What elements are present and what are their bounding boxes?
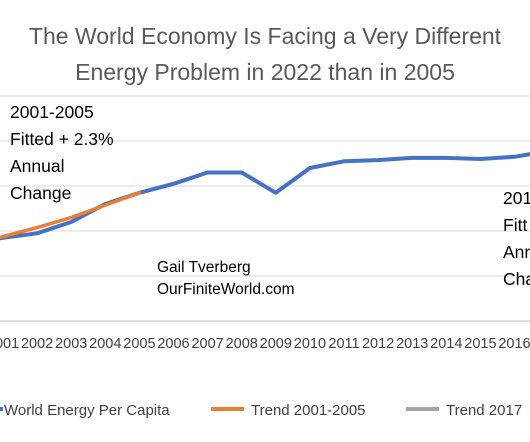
x-tick-label: 2008 xyxy=(226,336,258,352)
series-line-0 xyxy=(0,152,530,241)
x-tick-label: 2015 xyxy=(464,336,496,352)
x-tick-label: 2006 xyxy=(157,336,189,352)
x-tick-label: 2009 xyxy=(260,336,292,352)
x-tick-label: 2011 xyxy=(328,336,359,352)
fit-label-left-line: 2001-2005 xyxy=(10,102,94,122)
x-axis-tick-labels: 2001200220032004200520062007200820092010… xyxy=(0,336,530,352)
x-tick-label: 2012 xyxy=(362,336,394,352)
gridlines xyxy=(0,95,530,322)
fit-label-left-line: Change xyxy=(10,183,71,203)
fit-label-right-line: Fitt xyxy=(503,215,527,235)
x-tick-label: 2004 xyxy=(89,336,121,352)
legend-label: Trend 2001-2005 xyxy=(251,402,366,419)
fit-label-right-line: Cha xyxy=(503,269,530,289)
x-tick-label: 2014 xyxy=(430,336,462,352)
fit-label-left-line: Fitted + 2.3% xyxy=(10,129,114,149)
x-tick-label: 2001 xyxy=(0,336,19,352)
series-line-1 xyxy=(0,191,142,240)
chart-title-line-1: The World Economy Is Facing a Very Diffe… xyxy=(29,23,502,49)
plot-series xyxy=(0,152,530,241)
annotations: 2001-2005 Fitted + 2.3% Annual Change 201 Fit… xyxy=(10,102,530,298)
fit-label-left-line: Annual xyxy=(10,156,65,176)
x-tick-label: 2016 xyxy=(498,336,530,352)
fit-label-right-line: Ann xyxy=(503,242,530,262)
legend: World Energy Per Capita Trend 2001-2005 Tr… xyxy=(0,402,522,419)
x-tick-label: 2013 xyxy=(396,336,428,352)
chart-title-line-2: Energy Problem in 2022 than in 2005 xyxy=(75,59,455,85)
credit-line: OurFiniteWorld.com xyxy=(157,281,295,298)
credit-line: Gail Tverberg xyxy=(157,259,251,276)
legend-label: Trend 2017 xyxy=(446,402,522,419)
x-tick-label: 2005 xyxy=(123,336,155,352)
x-tick-label: 2003 xyxy=(55,336,87,352)
legend-label: World Energy Per Capita xyxy=(4,402,170,419)
x-tick-label: 2010 xyxy=(294,336,326,352)
x-tick-label: 2002 xyxy=(21,336,53,352)
fit-label-right-line: 201 xyxy=(503,188,530,208)
x-tick-label: 2007 xyxy=(191,336,223,352)
